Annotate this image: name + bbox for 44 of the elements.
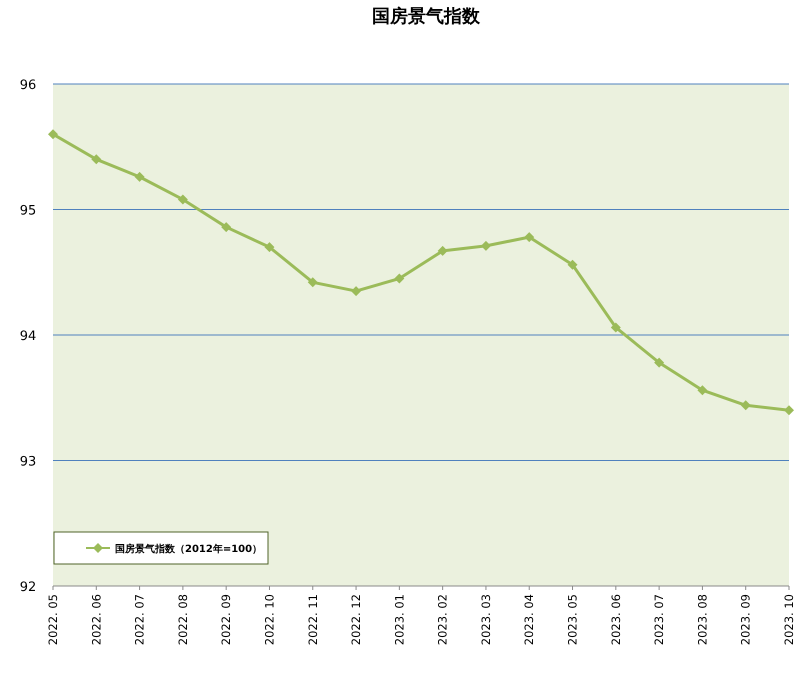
point — [351, 286, 362, 296]
x-tick-label: 2023. 06 — [608, 594, 623, 646]
point — [438, 246, 448, 256]
x-tick-label: 2022. 12 — [349, 594, 364, 646]
y-tick-label: 92 — [20, 580, 36, 595]
point — [48, 129, 58, 140]
x-tick-label: 2023. 03 — [478, 594, 493, 646]
y-tick-label: 95 — [20, 204, 36, 218]
x-tick-label: 2022. 06 — [89, 594, 104, 646]
point — [784, 405, 794, 416]
point — [740, 400, 751, 410]
y-tick-label: 94 — [20, 329, 36, 344]
point — [221, 222, 232, 232]
x-tick-label: 2023. 04 — [522, 594, 536, 646]
chart-title: 国房景气指数 — [372, 6, 481, 27]
point — [480, 240, 491, 251]
point — [91, 154, 102, 164]
x-tick-label: 2022. 07 — [132, 594, 147, 646]
x-tick-label: 2023. 05 — [566, 594, 580, 646]
point — [178, 194, 188, 204]
point — [394, 274, 404, 284]
x-tick-label: 2022. 05 — [46, 594, 60, 646]
x-tick-label: 2023. 10 — [782, 594, 796, 646]
point — [134, 172, 145, 182]
x-tick-label: 2022. 11 — [306, 594, 320, 646]
y-tick-label: 96 — [20, 78, 36, 93]
legend: 国房景气指数（2012年=100） — [54, 532, 268, 564]
x-tick-label: 2023. 09 — [738, 594, 753, 646]
legend-label: 国房景气指数（2012年=100） — [115, 543, 262, 555]
point — [568, 260, 578, 270]
x-tick-label: 2022. 08 — [176, 594, 190, 646]
y-tick-label: 93 — [20, 454, 36, 470]
point — [308, 277, 318, 288]
point — [524, 232, 534, 242]
point — [264, 242, 274, 252]
x-tick-label: 2022. 09 — [219, 594, 234, 646]
point — [654, 358, 664, 368]
x-tick-label: 2023. 02 — [436, 594, 450, 646]
x-tick-label: 2023. 01 — [392, 594, 406, 646]
x-tick-label: 2023. 08 — [695, 594, 710, 646]
x-tick-label: 2023. 07 — [652, 594, 666, 646]
point — [610, 322, 621, 332]
x-tick-label: 2022. 10 — [262, 594, 276, 646]
point — [697, 385, 708, 396]
